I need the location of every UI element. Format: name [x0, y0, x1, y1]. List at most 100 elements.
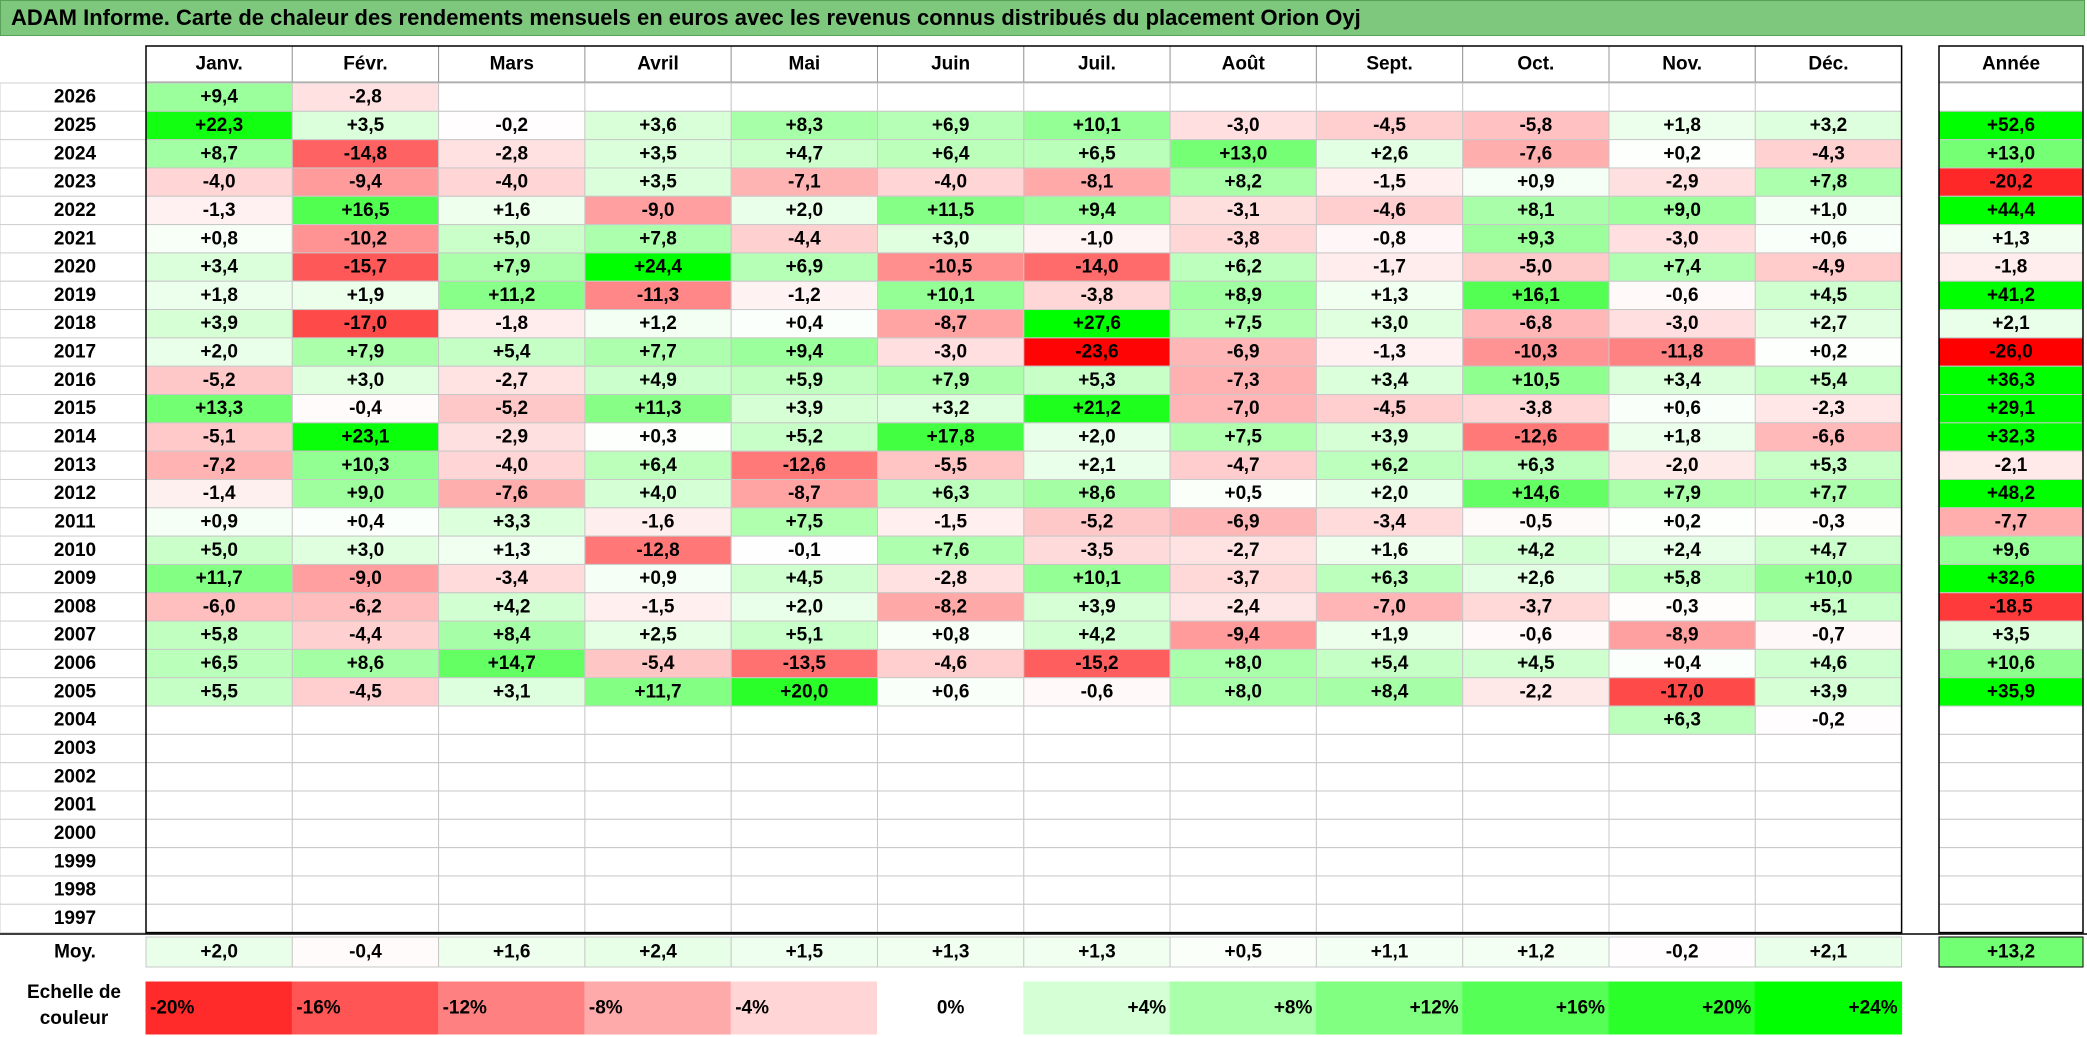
heatmap-cell-value: +9,4 — [786, 342, 824, 363]
heatmap-cell-value: +5,4 — [1810, 370, 1848, 391]
heatmap-cell — [1169, 365, 1317, 396]
heatmap-cell-value: +0,6 — [1810, 228, 1848, 249]
heatmap-cell — [1754, 535, 1903, 565]
heatmap-cell — [1608, 847, 1756, 877]
heatmap-cell-value: +4,5 — [1810, 285, 1848, 306]
year-cell — [0, 82, 147, 112]
heatmap-cell — [291, 450, 440, 480]
heatmap-cell-value: +9,3 — [1517, 228, 1555, 249]
heatmap-cell-value: -3,7 — [1519, 596, 1552, 617]
annual-cell — [1938, 535, 2084, 565]
heatmap-cell-value: +1,3 — [493, 540, 531, 561]
color-scale-swatch — [1023, 981, 1171, 1035]
heatmap-cell-value: +7,7 — [1810, 483, 1848, 504]
heatmap-cell-value: +0,8 — [932, 625, 970, 646]
heatmap-cell-value: +0,6 — [1663, 398, 1701, 419]
color-scale-label-line2: couleur — [39, 1008, 109, 1029]
color-scale-swatch — [438, 981, 586, 1035]
heatmap-cell — [438, 224, 586, 254]
heatmap-cell-value: -0,1 — [788, 540, 821, 561]
heatmap-cell — [1462, 507, 1610, 537]
heatmap-cell — [438, 507, 586, 537]
heatmap-cell — [145, 535, 293, 565]
heatmap-cell — [1754, 648, 1903, 679]
year-cell — [0, 847, 147, 877]
heatmap-cell — [584, 875, 732, 905]
year-label: 2017 — [54, 342, 96, 363]
heatmap-cell-value: +5,3 — [1810, 455, 1848, 476]
heatmap-cell-value: -11,8 — [1661, 342, 1703, 363]
heatmap-cell — [1608, 733, 1756, 764]
heatmap-cell — [1023, 762, 1171, 792]
heatmap-cell-value: +3,4 — [1663, 370, 1701, 391]
heatmap-cell-value: -4,0 — [495, 455, 528, 476]
heatmap-cell — [438, 280, 586, 311]
year-label: 2025 — [54, 115, 97, 136]
color-scale-label: +4% — [1128, 998, 1167, 1019]
heatmap-cell — [1315, 224, 1464, 254]
heatmap-cell — [1169, 818, 1317, 849]
heatmap-cell-value: -2,7 — [1227, 540, 1260, 561]
heatmap-cell — [1462, 394, 1610, 424]
heatmap-cell-value: -6,9 — [1227, 511, 1260, 532]
heatmap-cell-value: +7,5 — [1224, 313, 1262, 334]
heatmap-cell-value: +4,5 — [786, 568, 824, 589]
heatmap-cell-value: -23,6 — [1075, 342, 1118, 363]
heatmap-cell — [877, 818, 1025, 849]
heatmap-cell — [1608, 903, 1756, 934]
heatmap-cell-value: -8,1 — [1081, 172, 1114, 193]
year-label: 2005 — [54, 681, 97, 702]
heatmap-cell — [877, 592, 1025, 622]
year-label: 2019 — [54, 285, 96, 306]
heatmap-cell — [1023, 195, 1171, 226]
heatmap-cell — [1462, 82, 1610, 112]
heatmap-cell — [1754, 252, 1903, 282]
heatmap-cell-value: +5,3 — [1078, 370, 1116, 391]
heatmap-cell — [584, 847, 732, 877]
heatmap-cell — [1315, 563, 1464, 594]
heatmap-cell-value: -9,0 — [349, 568, 382, 589]
heatmap-cell — [584, 535, 732, 565]
heatmap-cell-value: -14,8 — [344, 143, 387, 164]
color-scale-swatch — [584, 981, 732, 1035]
color-scale-label: +24% — [1848, 998, 1897, 1019]
heatmap-cell — [730, 790, 879, 820]
heatmap-cell-value: -1,2 — [788, 285, 821, 306]
heatmap-cell-value: -3,7 — [1227, 568, 1260, 589]
heatmap-cell-value: -1,3 — [1373, 342, 1406, 363]
heatmap-cell-value: +5,8 — [200, 625, 238, 646]
annual-cell — [1938, 394, 2084, 424]
annual-cell-value: +44,4 — [1987, 200, 2036, 221]
month-header-label: Févr. — [343, 54, 387, 75]
month-header-label: Juin — [931, 54, 970, 75]
heatmap-cell — [730, 110, 879, 141]
heatmap-cell — [730, 82, 879, 112]
color-scale-label: +16% — [1556, 998, 1605, 1019]
annual-header-label: Année — [1982, 54, 2040, 75]
heatmap-cell — [584, 82, 732, 112]
color-scale-label: +20% — [1702, 998, 1751, 1019]
heatmap-cell — [877, 139, 1025, 169]
annual-cell — [1938, 195, 2084, 226]
heatmap-cell-value: -3,0 — [1666, 313, 1699, 334]
year-cell — [0, 762, 147, 792]
heatmap-cell — [730, 818, 879, 849]
heatmap-cell — [145, 790, 293, 820]
heatmap-cell — [1462, 592, 1610, 622]
heatmap-cell-value: -0,3 — [1666, 596, 1699, 617]
heatmap-cell — [1315, 535, 1464, 565]
year-label: 2003 — [54, 738, 96, 759]
heatmap-cell-value: +1,3 — [1371, 285, 1409, 306]
heatmap-cell-value: -10,3 — [1514, 342, 1557, 363]
average-cell-value: +1,6 — [493, 942, 531, 963]
heatmap-cell-value: +7,5 — [1224, 427, 1262, 448]
heatmap-cell-value: -2,8 — [349, 87, 382, 108]
heatmap-cell-value: +7,9 — [1663, 483, 1701, 504]
heatmap-cell-value: -3,4 — [495, 568, 528, 589]
heatmap-cell — [584, 818, 732, 849]
heatmap-cell-value: +21,2 — [1073, 398, 1121, 419]
heatmap-cell — [877, 903, 1025, 934]
heatmap-cell-value: +0,9 — [200, 511, 238, 532]
heatmap-cell-value: +1,6 — [493, 200, 531, 221]
heatmap-cell-value: -1,8 — [495, 313, 528, 334]
